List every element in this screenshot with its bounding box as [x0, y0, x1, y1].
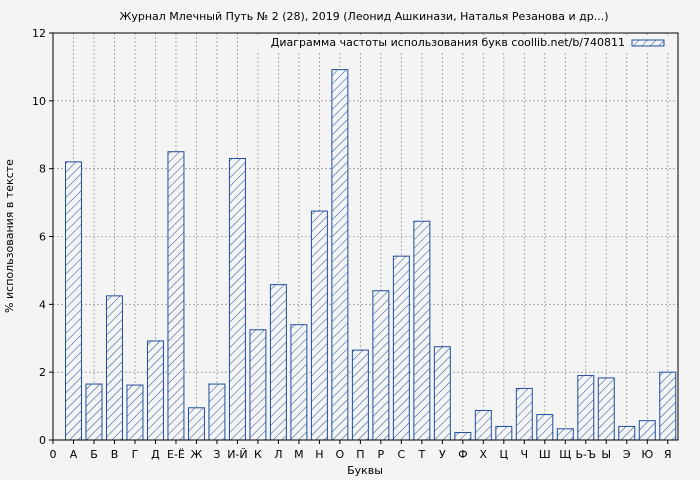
- x-tick-label: Ь-Ъ: [575, 448, 596, 461]
- x-tick-label: Б: [90, 448, 98, 461]
- x-tick-label: Ж: [191, 448, 203, 461]
- bar-С: [392, 255, 410, 441]
- bar-М: [290, 324, 308, 441]
- bar-О: [331, 69, 349, 441]
- bar-Ж: [187, 407, 205, 441]
- x-tick-label: П: [356, 448, 364, 461]
- bar-Ф: [454, 432, 472, 441]
- x-tick-label: С: [398, 448, 406, 461]
- bar-Ц: [495, 425, 513, 441]
- x-tick-label: Л: [274, 448, 282, 461]
- legend-label: Диаграмма частоты использования букв coo…: [271, 36, 625, 49]
- y-axis-title: % использования в тексте: [3, 159, 16, 313]
- y-tick-label: 2: [39, 366, 46, 379]
- x-tick-label: Ю: [641, 448, 653, 461]
- bar-Т: [413, 220, 431, 441]
- y-tick-label: 6: [39, 231, 46, 244]
- bar-З: [208, 383, 226, 441]
- x-axis: 0 А Б В Г Д Е-Ё Ж З И-Й К Л М Н О П Р С Т У Ф Х Ц Ч Ш Щ Ь-Ъ Ы Э Ю Я: [50, 440, 672, 461]
- bar-Ь-Ъ: [577, 375, 595, 441]
- y-tick-label: 12: [32, 27, 46, 40]
- y-axis: 0 2 4 6 8 10 12: [32, 27, 53, 447]
- y-tick-label: 8: [39, 163, 46, 176]
- x-tick-label: Ч: [521, 448, 529, 461]
- bar-Ы: [597, 377, 615, 441]
- x-tick-label: Т: [417, 448, 425, 461]
- bar-И-Й: [228, 157, 246, 441]
- x-tick-label: В: [111, 448, 119, 461]
- x-tick-label: Д: [151, 448, 160, 461]
- legend-background: [240, 35, 672, 51]
- x-tick-label: Р: [378, 448, 385, 461]
- bar-Ч: [515, 387, 533, 441]
- bar-Щ: [556, 428, 574, 441]
- x-tick-label: К: [254, 448, 262, 461]
- bar-Р: [372, 290, 390, 441]
- x-tick-label: У: [439, 448, 446, 461]
- x-tick-label: З: [213, 448, 220, 461]
- bar-Л: [269, 284, 287, 441]
- bar-Б: [85, 383, 103, 441]
- x-tick-label: А: [70, 448, 78, 461]
- y-tick-label: 0: [39, 434, 46, 447]
- x-tick-label: Е-Ё: [167, 448, 185, 461]
- bar-Е-Ё: [167, 151, 185, 441]
- bar-Э: [618, 425, 636, 441]
- x-tick-label: Щ: [559, 448, 571, 461]
- bar-В: [105, 295, 123, 441]
- bar-Н: [310, 210, 328, 441]
- x-tick-label: Ш: [539, 448, 551, 461]
- x-tick-label: 0: [50, 448, 57, 461]
- bar-П: [351, 349, 369, 441]
- bar-У: [433, 346, 451, 441]
- x-tick-label: М: [294, 448, 304, 461]
- bar-Г: [126, 384, 144, 441]
- bar-Ш: [536, 414, 554, 441]
- bar-Д: [146, 340, 164, 441]
- bar-К: [249, 329, 267, 441]
- x-tick-label: Ф: [458, 448, 467, 461]
- bar-Я: [659, 371, 677, 441]
- x-tick-label: Ц: [500, 448, 509, 461]
- y-tick-label: 4: [39, 298, 46, 311]
- x-axis-title: Буквы: [347, 464, 383, 477]
- bar-А: [65, 161, 82, 441]
- x-tick-label: Я: [664, 448, 672, 461]
- x-tick-label: О: [336, 448, 345, 461]
- chart-title: Журнал Млечный Путь № 2 (28), 2019 (Леон…: [119, 10, 608, 23]
- x-tick-label: Г: [132, 448, 139, 461]
- x-tick-label: И-Й: [227, 448, 247, 461]
- x-tick-label: Э: [623, 448, 631, 461]
- x-tick-label: Х: [480, 448, 488, 461]
- bar-Х: [474, 409, 492, 441]
- legend-swatch: [631, 39, 665, 47]
- y-tick-label: 10: [32, 95, 46, 108]
- x-tick-label: Н: [315, 448, 323, 461]
- legend: Диаграмма частоты использования букв coo…: [240, 35, 672, 51]
- x-tick-label: Ы: [601, 448, 611, 461]
- bar-Ю: [638, 420, 656, 441]
